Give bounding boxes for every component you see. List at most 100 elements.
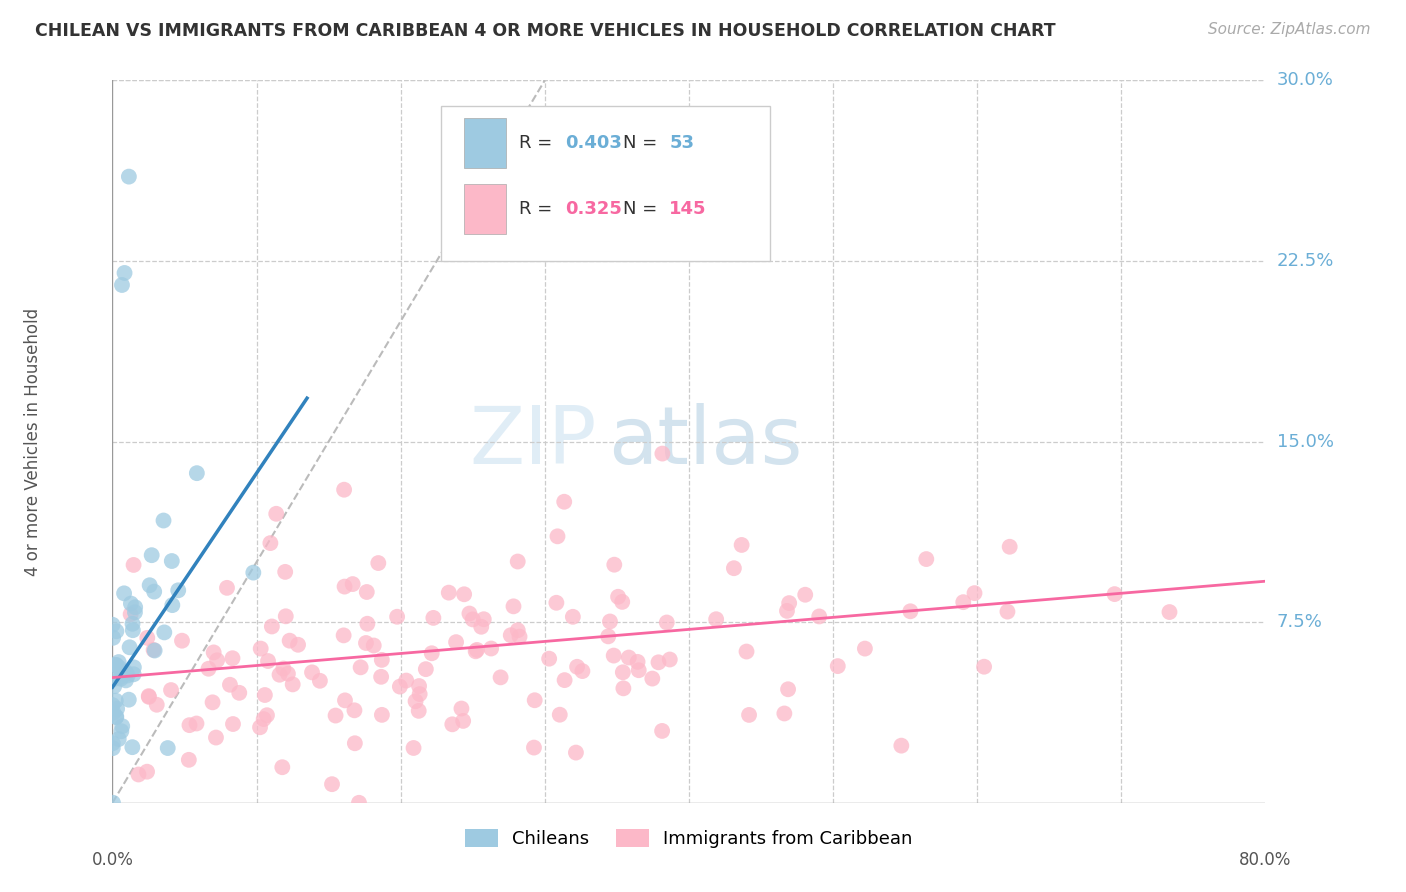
Point [599, 615, 621, 629]
Legend: Chileans, Immigrants from Caribbean: Chileans, Immigrants from Caribbean [458, 822, 920, 855]
Text: atlas: atlas [609, 402, 803, 481]
Point [259, 536, 281, 550]
Point [107, 655, 129, 669]
Point [197, 662, 219, 676]
Point [333, 580, 356, 594]
Point [107, 732, 129, 747]
Point [301, 665, 323, 680]
Point [612, 665, 634, 680]
Point [1104, 587, 1126, 601]
Text: 30.0%: 30.0% [1277, 71, 1334, 89]
Text: N =: N = [623, 134, 664, 152]
Point [260, 619, 283, 633]
Point [602, 648, 624, 663]
Point [489, 670, 512, 684]
FancyBboxPatch shape [464, 184, 506, 234]
Point [553, 494, 575, 508]
Text: ZIP: ZIP [470, 402, 596, 481]
Point [105, 710, 128, 724]
Point [626, 655, 648, 669]
Point [111, 719, 134, 733]
Point [461, 612, 484, 626]
Point [499, 628, 522, 642]
Point [108, 661, 131, 675]
Point [408, 679, 430, 693]
Point [118, 640, 141, 655]
Point [118, 692, 141, 706]
Point [120, 597, 142, 611]
Point [405, 694, 427, 708]
Point [612, 595, 634, 609]
Point [506, 624, 529, 638]
Point [103, 672, 125, 686]
Point [141, 548, 163, 562]
Point [101, 736, 124, 750]
Point [523, 740, 546, 755]
Text: 0.403: 0.403 [565, 134, 623, 152]
FancyBboxPatch shape [441, 105, 769, 260]
Point [333, 483, 356, 497]
Text: 145: 145 [669, 200, 707, 218]
Point [117, 668, 139, 682]
Point [122, 667, 145, 681]
Point [152, 514, 174, 528]
Point [321, 777, 343, 791]
Point [612, 681, 634, 696]
Point [103, 679, 125, 693]
Point [138, 578, 160, 592]
Point [221, 651, 243, 665]
Point [138, 690, 160, 704]
Point [104, 693, 127, 707]
Point [472, 612, 495, 626]
Point [271, 760, 294, 774]
Point [451, 714, 474, 728]
Point [890, 739, 912, 753]
Point [354, 636, 377, 650]
Point [465, 643, 488, 657]
Point [114, 665, 136, 680]
Text: 53: 53 [669, 134, 695, 152]
Point [952, 595, 974, 609]
Point [277, 666, 299, 681]
Point [202, 645, 225, 659]
Point [179, 718, 201, 732]
Point [274, 565, 297, 579]
Point [367, 556, 389, 570]
Point [118, 169, 141, 184]
Point [627, 663, 650, 677]
Point [538, 651, 561, 665]
Point [186, 466, 208, 480]
Point [548, 707, 571, 722]
Point [554, 673, 576, 687]
Point [356, 585, 378, 599]
Point [309, 673, 332, 688]
Point [808, 609, 831, 624]
Point [778, 682, 800, 697]
Point [249, 720, 271, 734]
Point [408, 704, 430, 718]
Point [120, 607, 142, 622]
Point [104, 657, 127, 672]
Point [110, 670, 132, 684]
Point [356, 616, 378, 631]
Point [794, 588, 817, 602]
Point [370, 670, 392, 684]
Point [973, 659, 995, 673]
Point [205, 653, 228, 667]
FancyBboxPatch shape [464, 118, 506, 168]
Point [347, 796, 370, 810]
Point [103, 706, 125, 720]
Point [1159, 605, 1181, 619]
Point [114, 266, 136, 280]
Point [222, 717, 245, 731]
Point [617, 650, 640, 665]
Point [388, 680, 411, 694]
Point [101, 617, 124, 632]
Point [142, 643, 165, 657]
Point [343, 703, 366, 717]
Point [121, 740, 143, 755]
Point [915, 552, 938, 566]
Point [105, 702, 128, 716]
Point [219, 678, 242, 692]
Point [420, 646, 443, 660]
